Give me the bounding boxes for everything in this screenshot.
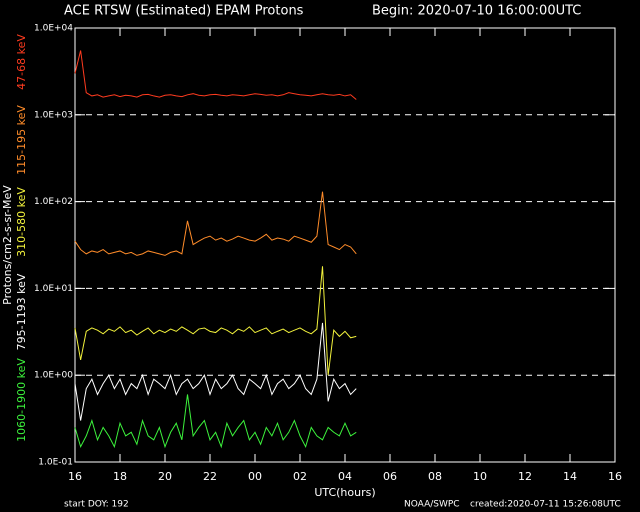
legend-label: 115-195 keV [15,105,28,175]
y-axis-label: Protons/cm2-s-sr-MeV [1,185,14,305]
footer-source: NOAA/SWPC [404,500,460,510]
footer-created: created:2020-07-11 15:26:08UTC [470,500,621,510]
series-line [74,322,357,421]
x-tick-label: 16 [68,470,82,483]
series-line [74,191,357,256]
y-tick-label: 1.0E-01 [38,458,73,468]
x-tick-label: 18 [113,470,127,483]
x-tick-label: 14 [563,470,577,483]
legend-label: 310-580 keV [15,187,28,257]
y-tick-label: 1.0E+02 [34,197,73,207]
y-tick-label: 1.0E+01 [34,284,73,294]
x-tick-label: 20 [158,470,172,483]
begin-time: Begin: 2020-07-10 16:00:00UTC [372,4,581,19]
footer-doy: start DOY: 192 [64,500,129,510]
x-tick-label: 08 [428,470,442,483]
x-tick-label: 06 [383,470,397,483]
x-tick-label: 16 [608,470,622,483]
legend-label: 795-1193 keV [15,273,28,350]
series-line [74,266,357,376]
x-tick-label: 10 [473,470,487,483]
y-tick-label: 1.0E+03 [34,110,73,120]
series-line [74,50,357,100]
x-tick-label: 12 [518,470,532,483]
y-tick-label: 1.0E+00 [34,371,73,381]
x-axis-label: UTC(hours) [314,486,375,499]
legend-label: 1060-1900 keV [15,358,28,442]
x-tick-label: 04 [338,470,352,483]
x-tick-label: 02 [293,470,307,483]
legend-label: 47-68 keV [15,34,28,90]
x-tick-label: 00 [248,470,262,483]
series-line [74,394,357,449]
x-tick-label: 22 [203,470,217,483]
y-tick-label: 1.0E+04 [34,24,73,34]
chart-title: ACE RTSW (Estimated) EPAM Protons [64,4,304,19]
